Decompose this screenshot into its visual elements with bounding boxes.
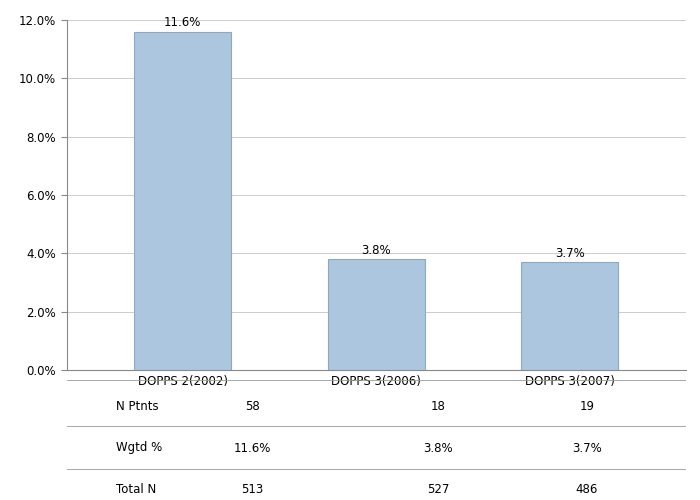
Text: 527: 527 [427, 483, 449, 496]
Text: 3.7%: 3.7% [572, 442, 602, 454]
Text: 19: 19 [580, 400, 594, 413]
Bar [328, 259, 425, 370]
Text: N Ptnts: N Ptnts [116, 400, 159, 413]
Text: Total N: Total N [116, 483, 156, 496]
Text: 11.6%: 11.6% [164, 16, 202, 30]
Text: 3.7%: 3.7% [555, 246, 584, 260]
Text: 3.8%: 3.8% [424, 442, 453, 454]
Bar [522, 262, 618, 370]
Text: 486: 486 [575, 483, 598, 496]
Text: 18: 18 [430, 400, 446, 413]
Text: 11.6%: 11.6% [234, 442, 271, 454]
Text: 513: 513 [241, 483, 263, 496]
Text: 3.8%: 3.8% [361, 244, 391, 257]
Bar [134, 32, 231, 370]
Text: Wgtd %: Wgtd % [116, 442, 162, 454]
Text: 58: 58 [245, 400, 260, 413]
